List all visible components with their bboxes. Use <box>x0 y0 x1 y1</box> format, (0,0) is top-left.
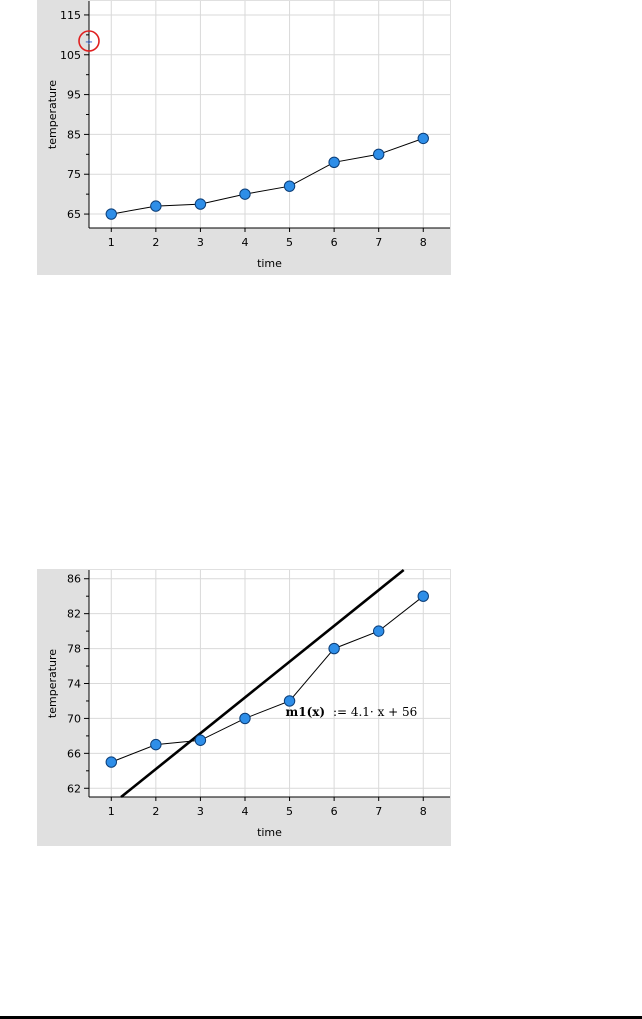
y-tick-label: 85 <box>67 128 81 141</box>
y-tick-label: 95 <box>67 89 81 102</box>
y-tick-label: 75 <box>67 168 81 181</box>
fit-line-name: m1(x) <box>286 705 326 719</box>
x-tick-label: 5 <box>286 805 293 818</box>
x-tick-label: 5 <box>286 236 293 249</box>
data-point[interactable] <box>239 712 251 725</box>
y-tick-label: 70 <box>67 712 81 725</box>
x-tick-label: 7 <box>375 236 382 249</box>
x-tick-label: 6 <box>331 236 338 249</box>
x-axis-ticks: 1 2 3 4 5 6 7 8 <box>108 797 427 818</box>
fit-line-formula: := 4.1· x + 56 <box>333 705 417 719</box>
fit-line-equation: m1(x) := 4.1· x + 56 <box>286 705 418 719</box>
data-points[interactable] <box>105 132 429 220</box>
temperature-series-line <box>111 595 424 763</box>
y-tick-label: 78 <box>67 643 81 656</box>
data-point[interactable] <box>150 738 162 751</box>
x-tick-label: 7 <box>375 805 382 818</box>
y-axis-label: temperature <box>46 80 59 149</box>
y-tick-label: 74 <box>67 678 81 691</box>
grid <box>89 1 450 228</box>
data-point[interactable] <box>194 198 207 210</box>
y-tick-label: 66 <box>67 747 81 760</box>
x-tick-label: 4 <box>241 805 248 818</box>
x-axis-label: time <box>257 826 282 839</box>
data-point[interactable] <box>283 180 296 192</box>
data-point[interactable] <box>417 590 429 602</box>
y-axis-ticks: 65 75 85 95 105 115 <box>60 9 89 221</box>
data-point[interactable] <box>105 208 117 220</box>
x-tick-label: 8 <box>420 236 427 249</box>
x-axis-label: time <box>257 257 282 270</box>
x-tick-label: 6 <box>331 805 338 818</box>
data-point[interactable] <box>372 625 385 637</box>
x-tick-label: 8 <box>420 805 427 818</box>
y-tick-label: 115 <box>60 9 81 22</box>
page-bottom-rule <box>0 1016 642 1019</box>
cursor-glyph: ÷ <box>85 37 93 48</box>
plot-area[interactable] <box>89 1 450 228</box>
x-tick-label: 1 <box>108 236 115 249</box>
x-tick-label: 3 <box>197 236 204 249</box>
data-point[interactable] <box>283 695 296 707</box>
data-point[interactable] <box>239 188 251 200</box>
y-tick-label: 62 <box>67 782 81 795</box>
data-point[interactable] <box>417 132 429 145</box>
data-point[interactable] <box>105 756 117 768</box>
data-point[interactable] <box>150 200 162 212</box>
x-tick-label: 4 <box>241 236 248 249</box>
chart-top: 1 2 3 4 5 6 7 8 65 75 85 95 105 115 time temperature… <box>37 0 451 275</box>
x-tick-label: 2 <box>152 805 159 818</box>
movable-fit-line[interactable] <box>120 569 405 799</box>
data-point[interactable] <box>194 734 207 746</box>
data-point[interactable] <box>328 642 340 655</box>
y-tick-label: 105 <box>60 49 81 62</box>
data-point[interactable] <box>372 148 385 161</box>
y-tick-label: 82 <box>67 608 81 621</box>
data-point[interactable] <box>328 156 340 168</box>
x-tick-label: 2 <box>152 236 159 249</box>
y-tick-label: 65 <box>67 208 81 221</box>
y-axis-ticks: 62 66 70 74 78 82 86 <box>67 573 89 795</box>
data-points[interactable] <box>105 590 429 768</box>
x-tick-label: 1 <box>108 805 115 818</box>
drag-axis-cursor-icon[interactable]: ÷ <box>78 30 100 52</box>
y-tick-label: 86 <box>67 573 81 586</box>
y-axis-label: temperature <box>46 649 59 718</box>
temperature-series-line <box>111 137 424 215</box>
x-tick-label: 3 <box>197 805 204 818</box>
x-axis-ticks: 1 2 3 4 5 6 7 8 <box>108 228 427 249</box>
